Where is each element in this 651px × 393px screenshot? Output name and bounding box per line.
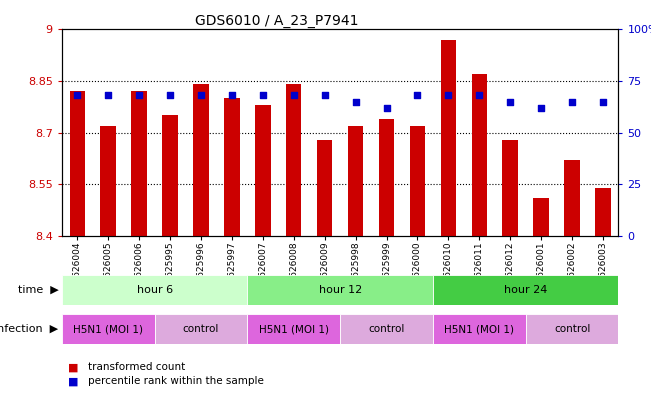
Bar — [564, 160, 580, 236]
Text: ■: ■ — [68, 362, 79, 373]
Text: infection  ▶: infection ▶ — [0, 324, 59, 334]
Bar — [379, 119, 395, 236]
Bar — [286, 84, 301, 236]
Text: percentile rank within the sample: percentile rank within the sample — [88, 376, 264, 386]
Bar — [62, 275, 247, 305]
Bar — [162, 116, 178, 236]
Bar — [154, 314, 247, 344]
Point — [258, 92, 268, 99]
Point — [196, 92, 206, 99]
Text: H5N1 (MOI 1): H5N1 (MOI 1) — [258, 324, 329, 334]
Bar — [525, 314, 618, 344]
Point — [288, 92, 299, 99]
Text: ■: ■ — [68, 376, 79, 386]
Bar — [433, 314, 525, 344]
Point — [443, 92, 454, 99]
Point — [320, 92, 330, 99]
Bar — [247, 275, 433, 305]
Bar — [247, 314, 340, 344]
Point — [536, 105, 546, 111]
Point — [134, 92, 145, 99]
Bar — [433, 275, 618, 305]
Text: time  ▶: time ▶ — [18, 285, 59, 295]
Text: hour 6: hour 6 — [137, 285, 173, 295]
Point — [72, 92, 83, 99]
Bar — [62, 314, 154, 344]
Bar — [255, 105, 271, 236]
Bar — [224, 98, 240, 236]
Point — [412, 92, 422, 99]
Bar — [100, 126, 116, 236]
Point — [103, 92, 113, 99]
Text: hour 24: hour 24 — [504, 285, 547, 295]
Text: control: control — [368, 324, 405, 334]
Point — [227, 92, 237, 99]
Bar — [409, 126, 425, 236]
Bar — [471, 74, 487, 236]
Bar — [132, 92, 147, 236]
Bar — [533, 198, 549, 236]
Point — [505, 99, 516, 105]
Text: control: control — [183, 324, 219, 334]
Bar — [441, 40, 456, 236]
Text: H5N1 (MOI 1): H5N1 (MOI 1) — [444, 324, 514, 334]
Point — [567, 99, 577, 105]
Text: transformed count: transformed count — [88, 362, 185, 373]
Point — [381, 105, 392, 111]
Bar — [348, 126, 363, 236]
Bar — [317, 140, 333, 236]
Text: GDS6010 / A_23_P7941: GDS6010 / A_23_P7941 — [195, 14, 359, 28]
Point — [350, 99, 361, 105]
Bar — [193, 84, 209, 236]
Bar — [503, 140, 518, 236]
Bar — [340, 314, 433, 344]
Bar — [70, 92, 85, 236]
Text: H5N1 (MOI 1): H5N1 (MOI 1) — [73, 324, 143, 334]
Point — [165, 92, 175, 99]
Text: control: control — [554, 324, 590, 334]
Point — [474, 92, 484, 99]
Point — [598, 99, 608, 105]
Bar — [595, 188, 611, 236]
Text: hour 12: hour 12 — [318, 285, 362, 295]
